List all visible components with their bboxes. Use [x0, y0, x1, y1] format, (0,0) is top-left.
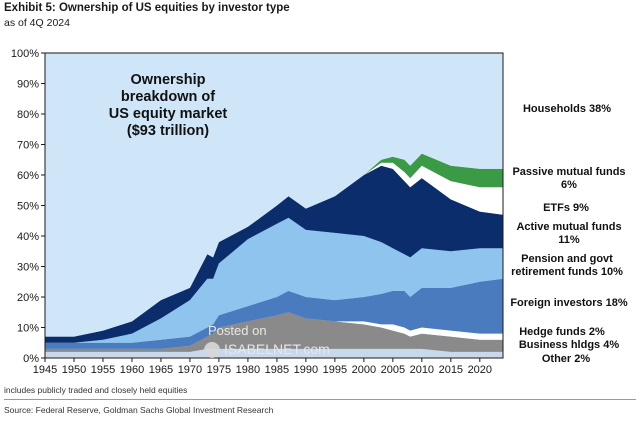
y-tick-label: 20%	[17, 292, 39, 304]
series-label-passive: 6%	[561, 179, 577, 191]
chart-annotation-line: US equity market	[109, 106, 228, 122]
y-tick-label: 80%	[17, 109, 39, 121]
watermark-posted-on: Posted on	[208, 323, 267, 338]
divider	[4, 399, 636, 400]
area-hedge	[45, 312, 503, 349]
x-tick-label: 2010	[410, 364, 434, 376]
x-tick-label: 1965	[149, 364, 173, 376]
series-label-active: Active mutual funds	[516, 221, 621, 233]
y-tick-label: 70%	[17, 140, 39, 152]
y-tick-label: 60%	[17, 170, 39, 182]
stacked-area-chart: 0% 10% 20% 30% 40% 50% 60% 70% 80% 90% 100% 1945 195…	[11, 48, 628, 376]
watermark-site: ISABELNET.com	[224, 341, 330, 357]
x-tick-label: 1955	[91, 364, 115, 376]
x-tick-label: 1945	[33, 364, 57, 376]
series-label-other: Other 2%	[542, 353, 591, 365]
series-label-pension: Pension and govt	[521, 253, 613, 265]
y-tick-label: 90%	[17, 79, 39, 91]
chart-annotation-line: breakdown of	[121, 89, 215, 105]
x-tick-label: 1995	[323, 364, 347, 376]
area-active	[45, 165, 503, 343]
y-tick-label: 0%	[23, 353, 39, 365]
area-foreign	[45, 278, 503, 349]
x-tick-label: 2015	[439, 364, 463, 376]
y-tick-label: 50%	[17, 201, 39, 213]
area-passive	[45, 153, 503, 337]
chart-title: Exhibit 5: Ownership of US equities by i…	[4, 2, 290, 14]
series-label-households: Households 38%	[523, 103, 611, 115]
chart-subtitle: as of 4Q 2024	[4, 17, 70, 29]
series-label-pension: retirement funds 10%	[511, 266, 623, 278]
chart-annotation-line: Ownership	[131, 72, 206, 88]
x-tick-label: 2000	[352, 364, 376, 376]
series-label-hedge: Hedge funds 2%	[519, 326, 605, 338]
footnote: includes publicly traded and closely hel…	[4, 385, 188, 395]
x-tick-label: 2020	[468, 364, 492, 376]
area-households	[45, 53, 503, 337]
y-tick-label: 40%	[17, 231, 39, 243]
y-tick-label: 100%	[11, 48, 39, 60]
watermark-logo-icon	[204, 342, 220, 358]
series-label-active: 11%	[558, 234, 580, 246]
series-label-business: Business hldgs 4%	[519, 339, 619, 351]
x-tick-label: 2005	[381, 364, 405, 376]
chart-annotation-line: ($93 trillion)	[127, 123, 209, 139]
area-other	[45, 348, 503, 358]
series-label-foreign: Foreign investors 18%	[510, 297, 628, 309]
y-tick-label: 30%	[17, 262, 39, 274]
series-label-passive: Passive mutual funds	[512, 166, 625, 178]
x-tick-label: 1985	[265, 364, 289, 376]
x-tick-label: 1980	[236, 364, 260, 376]
x-tick-label: 1970	[178, 364, 202, 376]
source-note: Source: Federal Reserve, Goldman Sachs G…	[4, 405, 274, 415]
x-tick-label: 1975	[207, 364, 231, 376]
x-tick-label: 1950	[62, 364, 86, 376]
x-tick-label: 1990	[294, 364, 318, 376]
x-tick-label: 1960	[120, 364, 144, 376]
area-pension	[45, 217, 503, 343]
area-business	[45, 312, 503, 352]
y-tick-label: 10%	[17, 323, 39, 335]
series-label-etf: ETFs 9%	[543, 202, 589, 214]
